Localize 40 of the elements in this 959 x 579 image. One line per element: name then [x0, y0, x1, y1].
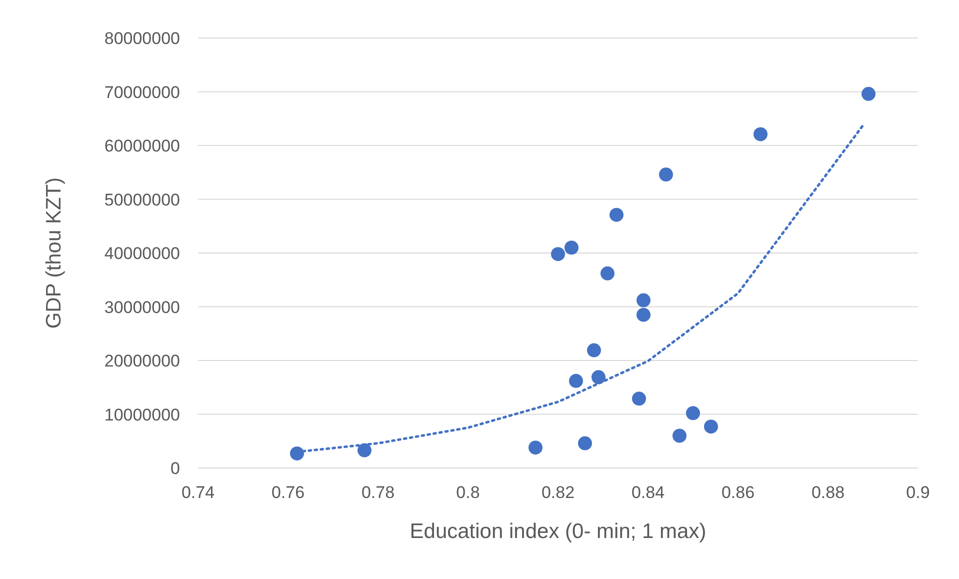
- y-tick-label: 80000000: [104, 29, 180, 48]
- x-tick-label: 0.76: [271, 483, 305, 502]
- point: [587, 343, 601, 358]
- x-tick-label: 0.86: [721, 483, 755, 502]
- point: [862, 86, 876, 101]
- y-axis-title: GDP (thou KZT): [42, 177, 66, 329]
- point: [659, 168, 673, 182]
- point: [578, 436, 592, 450]
- x-tick-label: 0.74: [181, 483, 215, 502]
- x-tick-label: 0.88: [811, 483, 845, 502]
- point: [672, 428, 686, 443]
- point: [569, 374, 583, 388]
- y-tick-label: 0: [170, 459, 180, 478]
- point: [564, 240, 578, 255]
- point: [528, 440, 542, 455]
- point: [592, 370, 606, 384]
- point: [358, 443, 372, 458]
- point: [610, 208, 624, 222]
- point: [636, 293, 650, 308]
- y-tick-label: 60000000: [104, 136, 180, 156]
- x-tick-label: 0.78: [361, 483, 395, 502]
- point: [551, 247, 565, 262]
- point: [636, 308, 650, 322]
- x-tick-label: 0.9: [906, 483, 930, 502]
- x-tick-label: 0.84: [631, 483, 665, 502]
- y-tick-label: 50000000: [104, 190, 180, 210]
- x-tick-label: 0.82: [541, 483, 575, 502]
- y-tick-label: 10000000: [104, 405, 180, 424]
- point: [632, 392, 646, 406]
- x-tick-label: 0.8: [456, 483, 480, 502]
- y-tick-label: 70000000: [104, 82, 180, 102]
- point: [704, 420, 718, 434]
- x-axis-title: Education index (0- min; 1 max): [410, 520, 706, 543]
- point: [754, 127, 768, 142]
- y-tick-label: 40000000: [104, 244, 180, 264]
- point: [686, 406, 700, 420]
- y-tick-label: 20000000: [104, 352, 180, 371]
- point: [600, 266, 614, 280]
- y-tick-label: 30000000: [104, 298, 180, 317]
- point: [290, 446, 304, 460]
